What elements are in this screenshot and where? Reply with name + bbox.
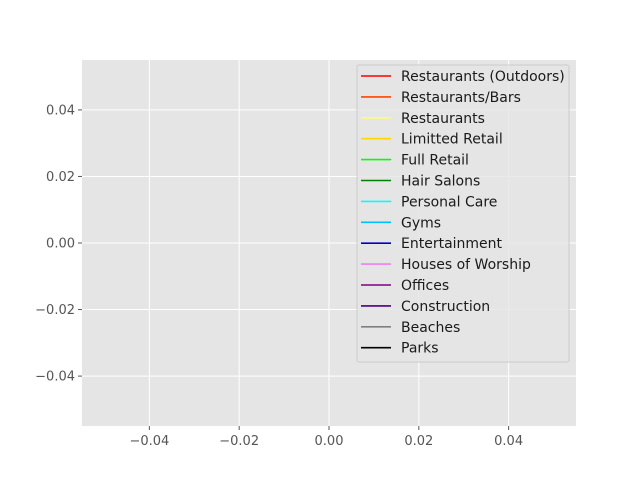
legend-label: Hair Salons: [401, 174, 480, 190]
legend-label: Offices: [401, 278, 449, 294]
legend-label: Restaurants/Bars: [401, 90, 521, 106]
legend-label: Houses of Worship: [401, 257, 531, 273]
legend-label: Restaurants (Outdoors): [401, 69, 565, 85]
x-axis: −0.04 −0.02 0.00 0.02 0.04: [129, 426, 523, 449]
legend-entry: Limitted Retail: [361, 132, 503, 148]
legend-entry: Houses of Worship: [361, 257, 531, 273]
legend-entry: Hair Salons: [361, 174, 480, 190]
legend-label: Full Retail: [401, 153, 469, 169]
legend-frame: [356, 64, 570, 363]
y-tick-label: −0.02: [35, 303, 75, 318]
legend-label: Restaurants: [401, 111, 485, 127]
legend-entry: Gyms: [361, 215, 441, 231]
y-tick-label: −0.04: [35, 370, 75, 385]
x-tick-label: −0.02: [219, 434, 259, 449]
legend-entry: Restaurants/Bars: [361, 90, 521, 106]
legend-entry: Beaches: [361, 320, 460, 336]
legend-label: Gyms: [401, 215, 441, 231]
legend-label: Beaches: [401, 320, 460, 336]
legend-label: Construction: [401, 299, 490, 315]
y-tick-label: 0.00: [46, 237, 75, 252]
legend-label: Parks: [401, 341, 439, 357]
x-tick-label: −0.04: [129, 434, 169, 449]
legend-entry: Personal Care: [361, 194, 497, 210]
legend-entry: Restaurants (Outdoors): [361, 69, 565, 85]
x-tick-label: 0.00: [315, 434, 344, 449]
legend-entry: Construction: [361, 299, 490, 315]
x-tick-label: 0.02: [404, 434, 433, 449]
legend-entry: Full Retail: [361, 153, 469, 169]
legend-entry: Restaurants: [361, 111, 485, 127]
legend-entry: Parks: [361, 341, 439, 357]
legend: Restaurants (Outdoors) Restaurants/Bars Re…: [356, 64, 570, 363]
y-axis: −0.04 −0.02 0.00 0.02 0.04: [35, 103, 82, 385]
y-tick-label: 0.04: [46, 103, 75, 118]
legend-entry: Entertainment: [361, 236, 503, 252]
x-tick-label: 0.04: [494, 434, 523, 449]
legend-label: Limitted Retail: [401, 132, 503, 148]
legend-label: Entertainment: [401, 236, 503, 252]
legend-label: Personal Care: [401, 194, 497, 210]
y-tick-label: 0.02: [46, 170, 75, 185]
legend-entry: Offices: [361, 278, 449, 294]
